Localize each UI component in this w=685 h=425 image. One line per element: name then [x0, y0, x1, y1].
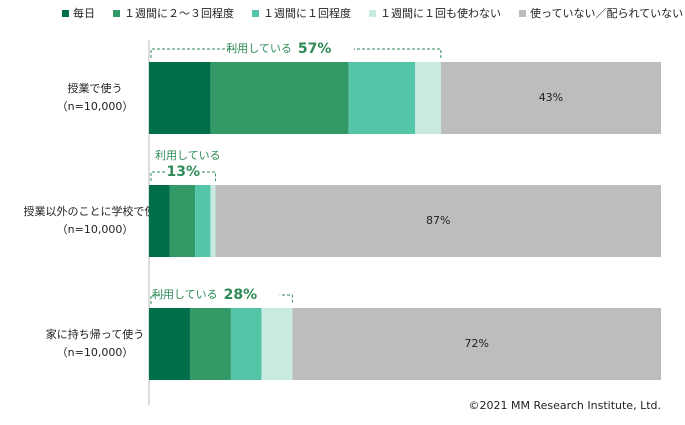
annotation-bg: [165, 164, 202, 180]
legend-swatch: [62, 10, 69, 17]
bar-segment: [210, 185, 216, 257]
annotation-bg: [237, 41, 354, 57]
bar-segment: [440, 62, 661, 134]
bar-segment: [415, 62, 441, 134]
annotation-text: 利用している: [152, 288, 218, 301]
bar-segment: [195, 185, 211, 257]
bar-segment: [149, 185, 170, 257]
bar-segment: [292, 308, 661, 380]
annotation-text: 利用している: [155, 149, 221, 162]
bar-segment: [210, 62, 349, 134]
legend-swatch: [369, 10, 376, 17]
value-label: 43%: [539, 91, 563, 104]
annotation-value: 13%: [167, 164, 201, 180]
legend-label: １週間に１回も使わない: [380, 7, 501, 20]
legend-label: 毎日: [73, 7, 95, 20]
bar-segment: [261, 308, 293, 380]
category-label: 家に持ち帰って使う: [46, 327, 144, 341]
legend-label: １週間に１回程度: [263, 6, 351, 20]
bar-segment: [149, 308, 190, 380]
bar-segment: [189, 308, 231, 380]
value-label: 87%: [426, 214, 450, 227]
source: ©2021 MM Research Institute, Ltd.: [468, 399, 661, 412]
legend-swatch: [519, 10, 526, 17]
legend-swatch: [113, 10, 120, 17]
annotation-bg: [163, 287, 280, 303]
bar-segment: [215, 185, 661, 257]
annotation-text: 利用している: [226, 42, 292, 55]
legend-label: 使っていない／配られていない: [530, 7, 683, 20]
bar-segment: [169, 185, 196, 257]
category-note: （n=10,000）: [57, 100, 134, 113]
bar-segment: [348, 62, 416, 134]
bar-segment: [230, 308, 262, 380]
category-label: 授業以外のことに学校で使う: [24, 204, 167, 218]
legend-swatch: [252, 10, 259, 17]
value-label: 72%: [464, 337, 488, 350]
category-label: 授業で使う: [68, 81, 123, 95]
annotation-value: 57%: [298, 41, 332, 57]
category-note: （n=10,000）: [57, 346, 134, 359]
legend-label: １週間に２～３回程度: [124, 6, 234, 20]
category-note: （n=10,000）: [57, 223, 134, 236]
bar-segment: [149, 62, 211, 134]
annotation-value: 28%: [224, 287, 258, 303]
